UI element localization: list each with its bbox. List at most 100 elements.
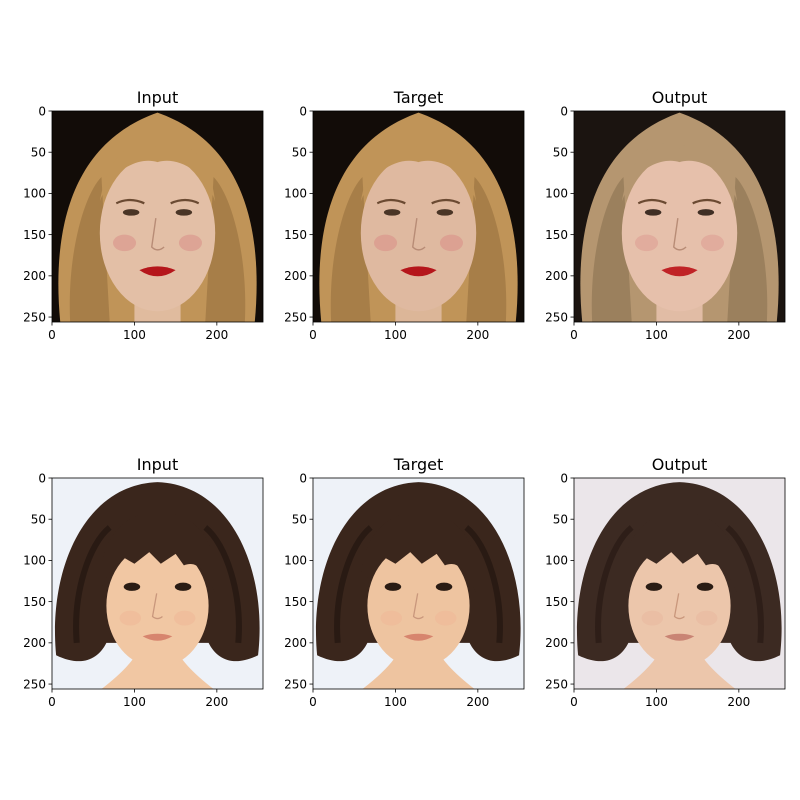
x-tick-label: 200 bbox=[727, 695, 750, 709]
y-tick-label: 0 bbox=[299, 104, 307, 118]
neck bbox=[101, 646, 214, 689]
y-tick-label: 50 bbox=[31, 146, 46, 160]
eyebrow bbox=[692, 198, 722, 205]
cheek bbox=[119, 610, 142, 626]
panel-title: Target bbox=[393, 455, 444, 474]
cheek bbox=[634, 234, 659, 252]
panel-r1-c1: Input 0 100 200 0 50 100 150 200 250 bbox=[23, 88, 264, 342]
x-tick-label: 100 bbox=[123, 695, 146, 709]
lips bbox=[142, 633, 173, 641]
panel-r2-c3: Output 0 100 200 0 50 100 150 200 250 bbox=[545, 455, 786, 709]
hair-shadow bbox=[69, 176, 110, 322]
lips bbox=[139, 266, 176, 277]
hair-fringe bbox=[621, 143, 738, 202]
eyebrow bbox=[170, 198, 200, 205]
cheek bbox=[439, 234, 464, 252]
y-tick-label: 100 bbox=[545, 554, 568, 568]
panel-title: Input bbox=[137, 88, 178, 107]
cheek bbox=[380, 610, 403, 626]
lips bbox=[664, 633, 695, 641]
x-tick-label: 0 bbox=[570, 695, 578, 709]
panel-title: Output bbox=[652, 455, 708, 474]
x-tick-label: 0 bbox=[48, 328, 56, 342]
eye bbox=[123, 582, 141, 591]
x-tick-label: 0 bbox=[48, 695, 56, 709]
nose bbox=[672, 218, 687, 251]
eyebrow bbox=[431, 198, 461, 205]
y-tick-label: 100 bbox=[284, 187, 307, 201]
axes-frame bbox=[573, 110, 786, 323]
y-tick-label: 200 bbox=[23, 269, 46, 283]
y-tick-label: 150 bbox=[23, 595, 46, 609]
face bbox=[99, 154, 216, 312]
y-tick-label: 50 bbox=[553, 513, 568, 527]
hair-shadow bbox=[591, 176, 632, 322]
y-tick-label: 50 bbox=[553, 146, 568, 160]
y-tick-label: 50 bbox=[292, 513, 307, 527]
face bbox=[106, 543, 209, 668]
axes-frame bbox=[51, 110, 264, 323]
eye bbox=[174, 582, 192, 591]
hair-shadow bbox=[727, 176, 768, 322]
neck bbox=[362, 646, 475, 689]
eye bbox=[644, 209, 662, 216]
face-image bbox=[52, 478, 263, 689]
eyebrow bbox=[376, 198, 406, 205]
eye bbox=[697, 209, 715, 216]
x-tick-label: 200 bbox=[466, 695, 489, 709]
face bbox=[628, 543, 731, 668]
y-tick-label: 100 bbox=[545, 187, 568, 201]
eye bbox=[435, 582, 453, 591]
x-tick-label: 200 bbox=[205, 695, 228, 709]
hair-shadow bbox=[73, 525, 112, 644]
x-tick-label: 100 bbox=[384, 328, 407, 342]
eye bbox=[383, 209, 401, 216]
y-tick-label: 200 bbox=[545, 636, 568, 650]
face bbox=[621, 154, 738, 312]
lips bbox=[403, 633, 434, 641]
cheek bbox=[373, 234, 398, 252]
y-tick-label: 50 bbox=[292, 146, 307, 160]
panel-r2-c1: Input 0 100 200 0 50 100 150 200 250 bbox=[23, 455, 264, 709]
panel-r1-c2: Target 0 100 200 0 50 100 150 200 250 bbox=[284, 88, 525, 342]
hair-fringe bbox=[99, 143, 216, 202]
x-tick-label: 0 bbox=[309, 328, 317, 342]
nose bbox=[411, 218, 426, 251]
panel-title: Input bbox=[137, 455, 178, 474]
hair-shadow bbox=[725, 525, 764, 644]
eye bbox=[696, 582, 714, 591]
y-tick-label: 100 bbox=[23, 554, 46, 568]
cheek bbox=[178, 234, 203, 252]
hair-shadow bbox=[595, 525, 634, 644]
y-tick-label: 150 bbox=[284, 595, 307, 609]
y-tick-label: 100 bbox=[23, 187, 46, 201]
lips bbox=[661, 266, 698, 277]
face-image bbox=[574, 111, 785, 322]
y-tick-label: 0 bbox=[38, 471, 46, 485]
hair-shadow bbox=[334, 525, 373, 644]
y-tick-label: 250 bbox=[23, 310, 46, 324]
y-tick-label: 200 bbox=[23, 636, 46, 650]
axes-frame bbox=[312, 477, 525, 690]
eyebrow bbox=[115, 198, 145, 205]
hair-shadow bbox=[203, 525, 242, 644]
axes-frame bbox=[51, 477, 264, 690]
y-tick-label: 100 bbox=[284, 554, 307, 568]
y-tick-label: 150 bbox=[23, 228, 46, 242]
axes-frame bbox=[573, 477, 786, 690]
eye bbox=[175, 209, 193, 216]
panel-r1-c3: Output 0 100 200 0 50 100 150 200 250 bbox=[545, 88, 786, 342]
nose bbox=[150, 218, 165, 251]
y-tick-label: 50 bbox=[31, 513, 46, 527]
face-image bbox=[313, 478, 524, 689]
hair-bangs bbox=[621, 512, 738, 594]
cheek bbox=[700, 234, 725, 252]
panel-title: Target bbox=[393, 88, 444, 107]
hair-shadow bbox=[464, 525, 503, 644]
y-tick-label: 0 bbox=[560, 471, 568, 485]
face-image bbox=[574, 478, 785, 689]
x-tick-label: 100 bbox=[645, 695, 668, 709]
y-tick-label: 200 bbox=[284, 269, 307, 283]
face-image bbox=[313, 111, 524, 322]
neck bbox=[623, 646, 736, 689]
